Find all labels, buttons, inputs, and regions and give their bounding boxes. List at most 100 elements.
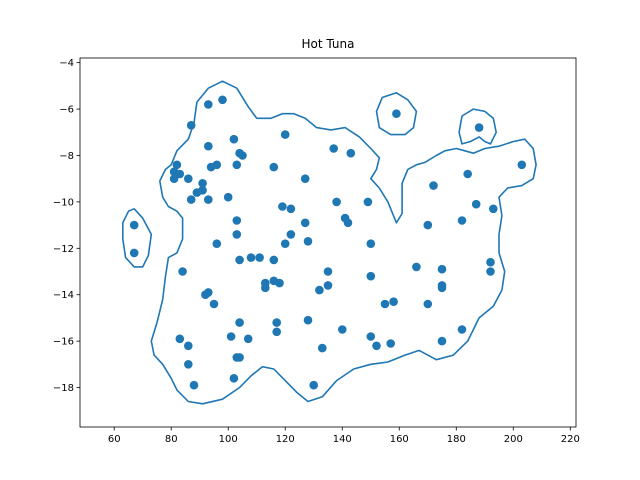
data-point-84 <box>471 199 481 209</box>
x-tick-label: 180 <box>447 434 466 445</box>
data-point-86 <box>457 216 467 225</box>
data-point-43 <box>246 253 256 262</box>
data-point-65 <box>175 334 185 344</box>
data-point-26 <box>204 195 213 204</box>
data-point-62 <box>303 315 313 325</box>
data-point-61 <box>272 318 282 327</box>
data-point-16 <box>169 174 179 183</box>
data-point-36 <box>232 230 242 239</box>
data-point-31 <box>363 197 373 207</box>
y-tick-label: −12 <box>53 244 74 255</box>
data-point-35 <box>300 218 310 228</box>
contour-line-2 <box>122 208 153 268</box>
data-point-21 <box>198 179 207 188</box>
data-point-25 <box>186 195 196 204</box>
chart-title: Hot Tuna <box>302 37 355 51</box>
x-axis-ticks: 60 80 100 120 140 160 180 200 220 <box>108 427 580 445</box>
data-point-27 <box>223 192 233 202</box>
data-point-72 <box>386 339 396 348</box>
data-point-64 <box>338 325 347 334</box>
plot-frame <box>79 57 577 428</box>
data-point-58 <box>380 299 390 309</box>
x-tick-label: 80 <box>165 434 178 445</box>
data-point-10 <box>329 144 339 153</box>
data-point-71 <box>372 341 381 351</box>
data-point-79 <box>129 220 139 230</box>
data-point-30 <box>332 197 341 207</box>
data-point-57 <box>209 299 219 309</box>
data-point-76 <box>229 374 239 383</box>
data-point-48 <box>366 271 376 281</box>
data-point-56 <box>315 285 324 295</box>
contour-line-3 <box>375 92 418 136</box>
data-point-39 <box>303 237 313 246</box>
data-point-32 <box>232 216 242 225</box>
data-point-12 <box>172 160 182 170</box>
data-point-3 <box>204 100 213 109</box>
data-point-77 <box>189 380 199 390</box>
y-tick-label: −6 <box>59 105 74 116</box>
x-tick-label: 60 <box>108 434 121 445</box>
data-point-45 <box>269 255 279 265</box>
x-tick-label: 100 <box>219 434 238 445</box>
y-tick-label: −16 <box>53 337 74 348</box>
data-point-47 <box>323 267 333 276</box>
data-point-63 <box>272 327 282 337</box>
data-point-97 <box>517 160 527 170</box>
data-point-87 <box>423 220 433 230</box>
y-tick-label: −14 <box>53 290 74 301</box>
data-point-5 <box>229 134 239 144</box>
contour-lines <box>122 80 537 405</box>
y-axis-ticks: −4 −6 −8 −10 −12 −14 −16 −18 <box>53 58 80 394</box>
data-point-94 <box>423 299 433 309</box>
data-point-93 <box>437 283 447 293</box>
data-point-28 <box>278 202 287 211</box>
data-point-66 <box>226 332 236 341</box>
data-point-41 <box>366 239 376 248</box>
data-point-19 <box>232 160 242 170</box>
data-point-6 <box>280 130 290 139</box>
data-point-50 <box>261 283 270 293</box>
data-point-14 <box>175 169 185 179</box>
y-tick-label: −8 <box>59 151 74 162</box>
data-point-37 <box>286 230 296 239</box>
data-point-83 <box>429 181 438 190</box>
data-point-53 <box>323 281 333 290</box>
data-point-85 <box>489 204 498 214</box>
data-point-20 <box>269 162 279 172</box>
x-tick-label: 220 <box>561 434 580 445</box>
data-point-59 <box>389 297 398 307</box>
data-point-81 <box>474 123 484 132</box>
data-point-82 <box>463 169 473 179</box>
data-point-15 <box>184 174 193 183</box>
data-point-4 <box>186 121 196 130</box>
x-tick-label: 200 <box>504 434 523 445</box>
data-point-42 <box>235 255 244 265</box>
data-point-11 <box>346 148 356 158</box>
data-point-75 <box>184 360 193 369</box>
contour-line-1 <box>150 80 537 405</box>
data-point-90 <box>486 257 495 267</box>
data-point-69 <box>184 341 193 351</box>
data-point-2 <box>218 95 227 105</box>
x-tick-label: 160 <box>390 434 409 445</box>
data-point-24 <box>192 188 202 197</box>
data-point-18 <box>212 160 222 170</box>
data-point-52 <box>275 278 284 288</box>
x-tick-label: 140 <box>333 434 352 445</box>
data-point-68 <box>366 332 376 341</box>
data-point-96 <box>437 336 447 346</box>
data-point-44 <box>255 253 264 262</box>
data-point-29 <box>286 204 296 214</box>
data-point-55 <box>201 290 210 300</box>
data-point-67 <box>243 334 253 344</box>
data-point-1 <box>392 109 401 118</box>
scatter-points <box>129 95 527 390</box>
y-tick-label: −4 <box>59 58 74 69</box>
data-point-22 <box>300 174 310 183</box>
data-point-70 <box>318 343 327 353</box>
data-point-9 <box>238 151 247 160</box>
data-point-60 <box>235 318 244 327</box>
data-point-80 <box>129 248 139 258</box>
